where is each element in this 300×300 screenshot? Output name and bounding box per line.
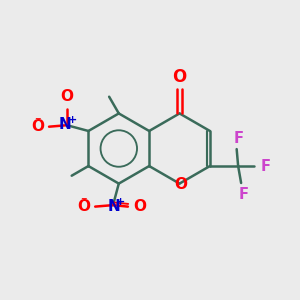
Text: +: +: [116, 196, 125, 207]
Text: O: O: [77, 199, 90, 214]
Text: O: O: [133, 199, 146, 214]
Text: ⁻: ⁻: [34, 115, 40, 128]
Text: O: O: [172, 68, 187, 85]
Text: O: O: [175, 177, 188, 192]
Text: N: N: [59, 117, 72, 132]
Text: F: F: [260, 159, 270, 174]
Text: O: O: [60, 89, 74, 104]
Text: +: +: [68, 115, 77, 125]
Text: O: O: [31, 118, 44, 134]
Text: F: F: [238, 187, 248, 202]
Text: F: F: [233, 130, 243, 146]
Text: N: N: [107, 199, 120, 214]
Text: ⁻: ⁻: [80, 195, 87, 208]
